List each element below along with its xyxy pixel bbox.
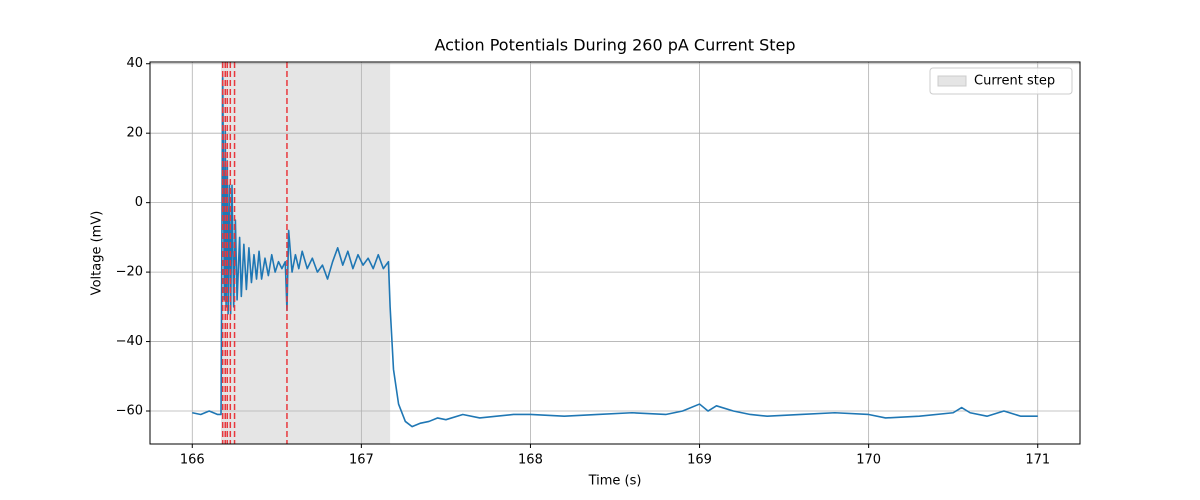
legend-box [929, 67, 1073, 95]
x-tick-label: 167 [349, 453, 374, 468]
y-tick-label: 0 [135, 195, 143, 210]
y-tick-label: 20 [126, 126, 143, 141]
y-tick-label: −40 [116, 334, 143, 349]
y-axis-label: Voltage (mV) [90, 211, 105, 296]
current-step-span [221, 62, 391, 444]
x-tick-label: 170 [856, 453, 881, 468]
legend-label: Current step [974, 74, 1055, 89]
x-tick-label: 168 [518, 453, 543, 468]
x-axis-label: Time (s) [588, 474, 642, 489]
x-tick-label: 166 [180, 453, 205, 468]
y-tick-label: −20 [116, 265, 143, 280]
legend-swatch [937, 75, 967, 87]
x-tick-label: 169 [687, 453, 712, 468]
y-tick-label: −60 [116, 404, 143, 419]
chart-title: Action Potentials During 260 pA Current … [435, 36, 796, 55]
x-tick-label: 171 [1025, 453, 1050, 468]
plot-frame [149, 61, 1081, 445]
voltage-line [192, 76, 1038, 428]
y-tick-label: 40 [126, 56, 143, 71]
